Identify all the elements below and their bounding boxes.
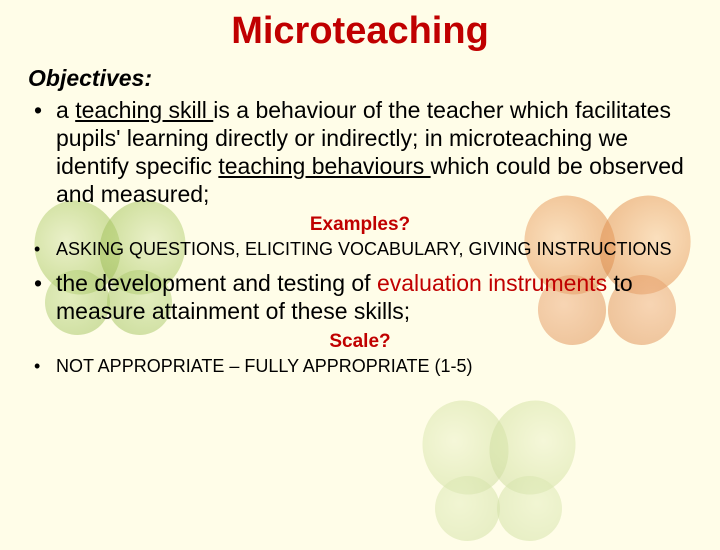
bullet-list-scale: NOT APPROPRIATE – FULLY APPROPRIATE (1-5… — [28, 355, 692, 378]
slide-title: Microteaching — [28, 10, 692, 53]
highlighted-text: evaluation instruments — [377, 270, 607, 296]
list-item: a teaching skill is a behaviour of the t… — [28, 96, 692, 208]
text-fragment: the development and testing of — [56, 270, 377, 296]
underlined-text: teaching skill — [75, 97, 213, 123]
slide-content: Microteaching Objectives: a teaching ski… — [0, 0, 720, 377]
list-item: ASKING QUESTIONS, ELICITING VOCABULARY, … — [28, 238, 692, 261]
examples-heading: Examples? — [28, 214, 692, 236]
objectives-label: Objectives: — [28, 65, 692, 92]
butterfly-decoration — [415, 400, 585, 550]
text-fragment: a — [56, 97, 75, 123]
list-item: the development and testing of evaluatio… — [28, 269, 692, 325]
bullet-list-primary: the development and testing of evaluatio… — [28, 269, 692, 325]
bullet-list-primary: a teaching skill is a behaviour of the t… — [28, 96, 692, 208]
underlined-text: teaching behaviours — [218, 153, 430, 179]
scale-heading: Scale? — [28, 331, 692, 353]
list-item: NOT APPROPRIATE – FULLY APPROPRIATE (1-5… — [28, 355, 692, 378]
bullet-list-examples: ASKING QUESTIONS, ELICITING VOCABULARY, … — [28, 238, 692, 261]
